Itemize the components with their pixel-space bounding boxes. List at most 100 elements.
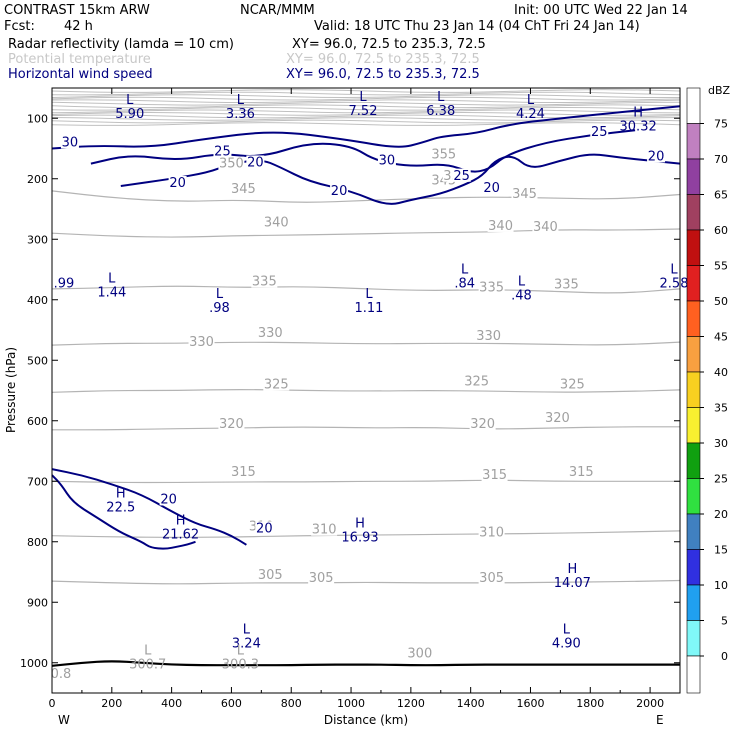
- org-label: NCAR/MMM: [240, 3, 315, 18]
- theta-contour-label: 335: [479, 281, 504, 296]
- init-time: Init: 00 UTC Wed 22 Jan 14: [514, 3, 688, 18]
- wind-extremum-marker: L: [527, 93, 535, 108]
- theta-contour-label: 330: [189, 335, 214, 350]
- wind-contour-label-bg: [168, 176, 187, 190]
- x-tick-label: 800: [281, 697, 302, 710]
- wind-contour-label: 20: [331, 184, 348, 199]
- x-tick-label: 1600: [516, 697, 544, 710]
- fcst-label: Fcst:: [4, 19, 35, 34]
- theta-extremum-value: 0.8: [51, 667, 72, 682]
- theta-contour-label: 315: [231, 465, 256, 480]
- y-axis-label: Pressure (hPa): [4, 347, 18, 433]
- y-tick-label: 400: [27, 294, 48, 307]
- colorbar-swatch: [686, 442, 701, 479]
- wind-extremum-value: .98: [209, 301, 230, 316]
- colorbar-swatch: [686, 549, 701, 586]
- upper-theta-line: [51, 89, 681, 93]
- theta-contour-label-bg: [478, 571, 505, 585]
- x-axis-east-label: E: [656, 713, 664, 727]
- wind-contour-label-bg: [590, 125, 609, 139]
- wind-extremum-value: 16.93: [341, 531, 378, 546]
- plot-frame: [51, 87, 681, 694]
- theta-contour-label: 320: [545, 411, 570, 426]
- wind-extremum-marker: L: [216, 287, 224, 302]
- theta-contour-315: [51, 479, 680, 484]
- colorbar-swatch: [686, 229, 701, 266]
- wind-contour-label-bg: [330, 183, 349, 197]
- y-axis: 100 200 300 400 500 600 700 800 900 1000: [20, 112, 680, 670]
- theta-contour-label-bg: [469, 416, 496, 430]
- terrain-surface: [51, 660, 680, 667]
- colorbar-label: 50: [714, 295, 728, 308]
- colorbar-label: 65: [714, 189, 728, 202]
- upper-theta-line: [51, 94, 680, 99]
- wind-contour-label: 20: [483, 181, 500, 196]
- wind-contour-20: [51, 468, 247, 546]
- x-tick-label: 0: [49, 697, 56, 710]
- theta-contour-label-bg: [430, 147, 457, 161]
- wind-extremum-marker: H: [355, 517, 365, 532]
- theta-contour-label-bg: [188, 335, 215, 349]
- theta-contour-label: 330: [258, 326, 283, 341]
- colorbar-swatch: [686, 478, 701, 515]
- wind-extremum-marker: H: [176, 514, 186, 529]
- wind-contour-label-bg: [452, 168, 471, 182]
- theta-contour-325: [51, 389, 681, 393]
- upper-theta-line: [51, 109, 681, 114]
- field-xy-theta: XY= 96.0, 72.5 to 235.3, 72.5: [286, 52, 480, 67]
- theta-extremum-marker: L: [144, 644, 152, 659]
- theta-contour-label: 315: [569, 465, 594, 480]
- theta-contour-label-bg: [230, 465, 257, 479]
- theta-contour-label: 305: [309, 571, 334, 586]
- x-tick-label: 600: [221, 697, 242, 710]
- colorbar-label: 20: [714, 508, 728, 521]
- wind-contour-label: 20: [648, 149, 665, 164]
- wind-extremum-value: 7.52: [349, 104, 378, 119]
- wind-extremum-marker: L: [126, 93, 134, 108]
- theta-extremum-value: 300.3: [222, 658, 259, 673]
- terrain-line: [51, 660, 680, 667]
- x-axis-west-label: W: [58, 713, 70, 727]
- colorbar-swatch: [686, 123, 701, 160]
- theta-contour-label-bg: [487, 218, 514, 232]
- wind-extremum-value: 2.58: [660, 277, 689, 292]
- colorbar-swatch: [686, 265, 701, 302]
- model-title: CONTRAST 15km ARW: [4, 3, 150, 18]
- field-xy-wind: XY= 96.0, 72.5 to 235.3, 72.5: [286, 67, 480, 82]
- upper-theta-line: [51, 119, 681, 124]
- wind-contour-label-bg: [60, 135, 79, 149]
- colorbar-swatch: [686, 300, 701, 337]
- theta-contour-label: 340: [533, 220, 558, 235]
- theta-contour-345: [51, 190, 681, 203]
- y-tick-label: 700: [27, 475, 48, 488]
- theta-contour-label-bg: [263, 215, 290, 229]
- wind-extremum-value: 14.07: [554, 576, 591, 591]
- theta-contour-label: 310: [312, 523, 337, 538]
- theta-contour-335: [51, 285, 681, 294]
- colorbar-swatch: [686, 87, 701, 124]
- wind-contour-label-bg: [159, 492, 178, 506]
- theta-contour-label-bg: [568, 465, 595, 479]
- x-axis: 0 200 400 600 800 1000 1200 1400 1600 1800 2000: [49, 88, 664, 710]
- wind-extremum-marker: L: [365, 287, 373, 302]
- upper-theta-line: [51, 91, 681, 96]
- upper-theta-line: [51, 104, 681, 109]
- theta-contour-label: 305: [258, 568, 283, 583]
- field-xy-reflectivity: XY= 96.0, 72.5 to 235.3, 72.5: [292, 37, 486, 52]
- wind-contour-label-bg: [647, 149, 666, 163]
- colorbar-label: 0: [721, 650, 728, 663]
- colorbar-label: 15: [714, 544, 728, 557]
- fcst-value: 42 h: [64, 19, 93, 34]
- upper-theta-line: [51, 117, 681, 121]
- theta-contour-label-bg: [406, 646, 433, 660]
- wind-extremum-marker: L: [518, 275, 526, 290]
- wind-contour-label-bg: [377, 153, 396, 167]
- theta-contour-label-bg: [463, 374, 490, 388]
- colorbar-label: 45: [714, 331, 728, 344]
- wind-extremum-marker: L: [437, 90, 445, 105]
- theta-contour-label: 340: [488, 219, 513, 234]
- theta-contour-label-bg: [218, 416, 245, 430]
- wind-contour-30: [51, 105, 681, 150]
- theta-extremum-value: .99: [54, 277, 75, 292]
